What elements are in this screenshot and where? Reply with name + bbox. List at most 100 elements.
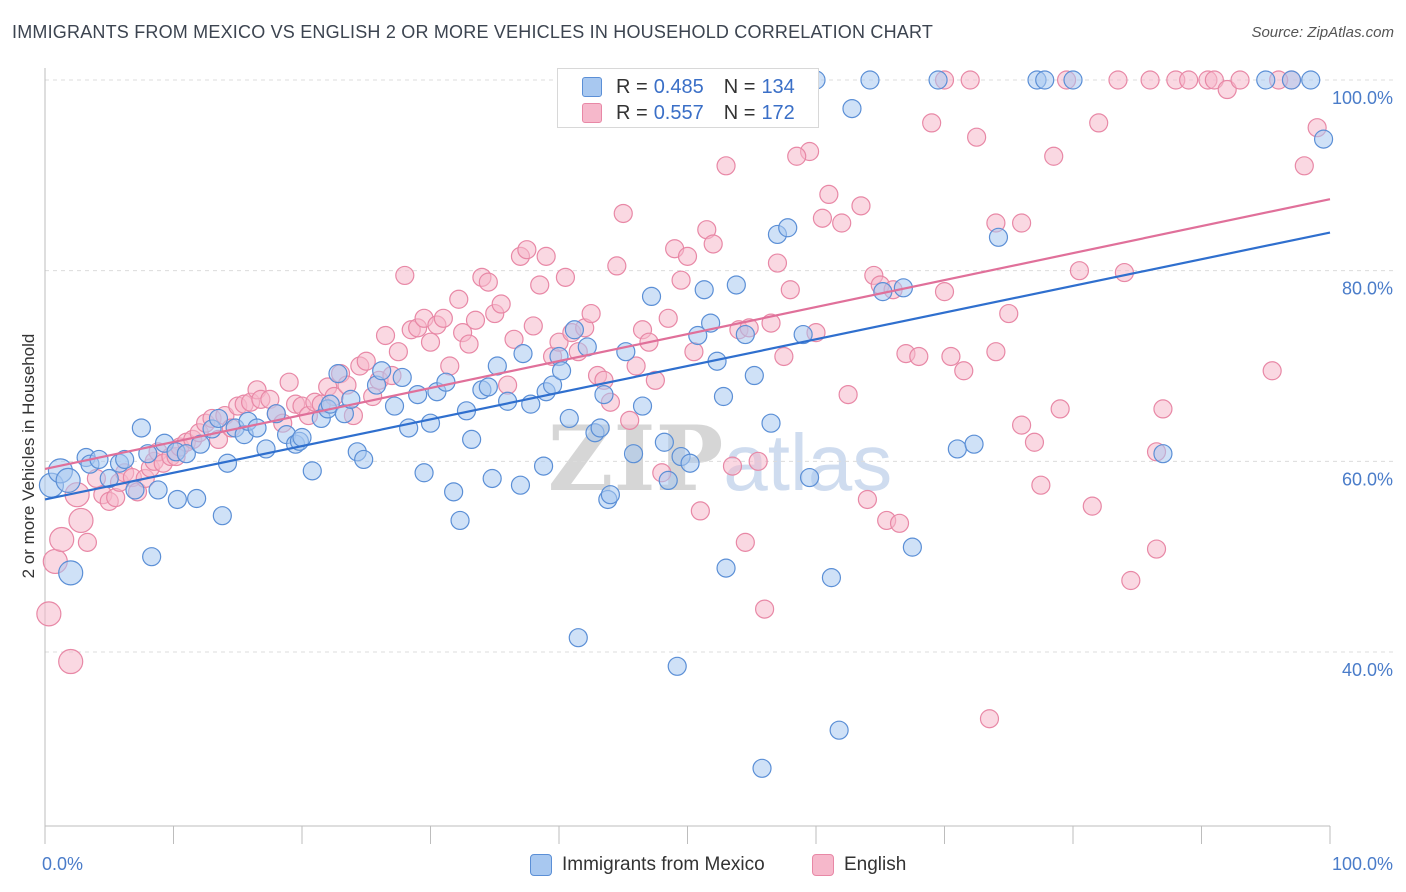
legend-swatch-pink — [812, 854, 834, 876]
english-point — [1114, 262, 1135, 283]
mexico-point — [1063, 70, 1083, 90]
mexico-point — [420, 413, 441, 433]
chart-title: IMMIGRANTS FROM MEXICO VS ENGLISH 2 OR M… — [12, 22, 934, 42]
mexico-point — [176, 444, 196, 464]
mexico-point — [533, 456, 554, 476]
y-tick-label: 80.0% — [1342, 279, 1393, 299]
english-point — [356, 351, 376, 371]
english-point — [1082, 496, 1102, 516]
y-tick-label: 40.0% — [1342, 660, 1393, 680]
mexico-point — [654, 432, 674, 452]
english-point — [780, 280, 800, 300]
legend-n-label: N = — [723, 75, 756, 98]
english-point — [77, 532, 98, 552]
mexico-point — [510, 475, 531, 495]
mexico-point — [392, 367, 412, 388]
axes — [44, 68, 1331, 844]
mexico-point — [444, 482, 464, 502]
english-point — [748, 451, 768, 471]
english-point — [498, 375, 518, 395]
mexico-point — [632, 396, 653, 416]
mexico-point — [125, 480, 145, 500]
mexico-point — [328, 364, 348, 384]
mexico-point — [212, 506, 232, 526]
mexico-point — [793, 324, 813, 345]
english-point — [1179, 70, 1199, 90]
english-point — [49, 526, 75, 553]
mexico-point — [551, 361, 572, 381]
legend-n-label: N = — [723, 101, 756, 124]
english-point — [1011, 415, 1032, 435]
english-point — [941, 346, 961, 367]
mexico-point — [1256, 70, 1276, 90]
english-point — [279, 372, 299, 392]
trend-line-mexico — [44, 231, 1331, 501]
mexico-point — [436, 372, 456, 392]
english-point — [889, 513, 910, 533]
legend-n-value: 172 — [761, 101, 795, 124]
mexico-point — [658, 470, 678, 490]
english-point — [504, 329, 524, 349]
mexico-point — [142, 547, 162, 567]
english-point — [1217, 79, 1237, 100]
english-point — [581, 303, 601, 324]
english-point — [1121, 570, 1141, 591]
mexico-point — [384, 396, 405, 416]
english-point — [613, 203, 633, 224]
mexico-point — [594, 385, 614, 405]
english-point — [620, 410, 640, 430]
mexico-point — [131, 418, 151, 438]
english-point — [1146, 539, 1167, 559]
english-point — [851, 196, 871, 216]
english-point — [812, 208, 833, 228]
legend-label-english: English — [844, 854, 907, 875]
legend-r-value: 0.485 — [653, 75, 704, 98]
mexico-point — [148, 480, 168, 500]
english-point — [1011, 213, 1032, 233]
mexico-point — [247, 418, 267, 438]
mexico-point — [302, 461, 322, 481]
english-point — [832, 213, 852, 233]
english-point — [954, 361, 974, 381]
english-point — [960, 70, 980, 90]
mexico-point — [860, 70, 880, 90]
source-credit: Source: ZipAtlas.com — [1251, 24, 1394, 41]
english-point — [934, 282, 955, 302]
trend-lines — [44, 198, 1331, 501]
mexico-point — [1313, 129, 1334, 149]
english-point — [979, 709, 1000, 729]
legend-row-mexico: R = 0.485 N = 134 — [582, 75, 795, 99]
legend-label-mexico: Immigrants from Mexico — [562, 854, 765, 875]
mexico-point — [208, 408, 229, 429]
english-point — [1044, 146, 1064, 166]
english-point — [395, 265, 415, 286]
mexico-point — [478, 377, 498, 397]
english-point — [1024, 432, 1045, 452]
legend-swatch-blue — [582, 77, 602, 97]
english-point — [774, 346, 794, 367]
english-point — [1294, 156, 1314, 176]
series-mexico-points — [38, 70, 1334, 778]
mexico-point — [115, 449, 135, 470]
english-point — [626, 356, 646, 376]
legend-swatch-pink — [582, 103, 602, 123]
mexico-point — [450, 510, 470, 531]
english-point — [1204, 70, 1224, 90]
mexico-point — [590, 418, 610, 438]
mexico-point — [829, 720, 849, 740]
english-point — [677, 246, 698, 266]
english-point — [449, 289, 469, 309]
tick-labels: 40.0% 60.0% 80.0% 100.0% 0.0% 100.0% — [42, 88, 1393, 874]
mexico-point — [667, 656, 687, 676]
bottom-legend-mexico: Immigrants from Mexico — [530, 852, 765, 878]
mexico-point — [964, 434, 984, 454]
mexico-point — [928, 70, 948, 90]
english-point — [440, 356, 460, 376]
english-point — [375, 325, 396, 346]
english-point — [722, 456, 743, 476]
english-point — [536, 246, 556, 266]
mexico-point — [167, 489, 187, 510]
english-point — [735, 532, 755, 552]
mexico-point — [623, 444, 644, 464]
